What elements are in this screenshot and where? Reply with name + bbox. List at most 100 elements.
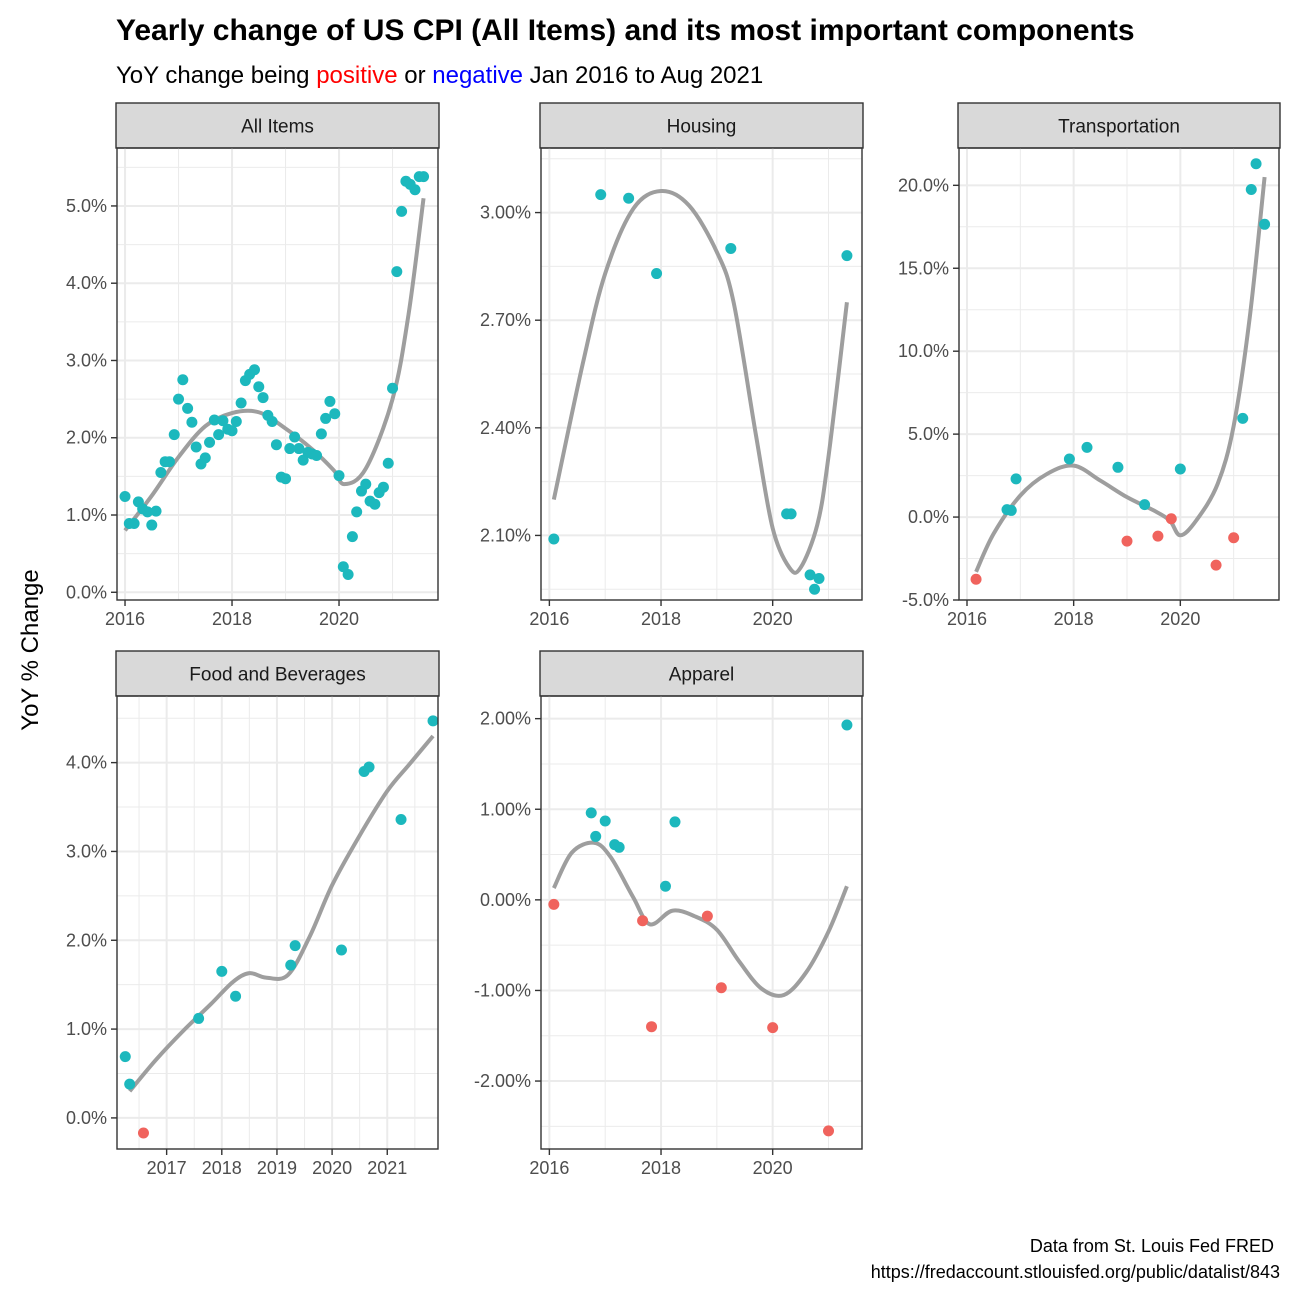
y-tick-label: 2.70% (480, 310, 531, 330)
data-point (199, 452, 211, 464)
subtitle-prefix: YoY change being (116, 62, 316, 89)
data-point (230, 416, 242, 428)
facet-panel: All Items 2016 2018 2020 0.0% 1.0% 2.0% 3.0% 4.0… (66, 102, 440, 629)
data-point (270, 439, 282, 451)
data-point (1165, 513, 1177, 525)
data-point (1210, 559, 1222, 571)
data-point (548, 533, 560, 545)
data-point (1121, 535, 1133, 547)
data-point (369, 498, 381, 510)
chart-subtitle: YoY change being positive or negative Ja… (116, 62, 763, 89)
data-point (182, 402, 194, 414)
data-point (391, 266, 403, 278)
data-point (230, 990, 242, 1002)
data-point (623, 192, 635, 204)
data-points (548, 719, 853, 1137)
y-tick-label: 3.0% (66, 841, 107, 861)
facet-strip-label: Transportation (1058, 117, 1180, 138)
y-tick-label: 5.0% (908, 424, 949, 444)
data-point (1112, 461, 1124, 473)
data-point (785, 508, 797, 520)
subtitle-middle: or (398, 62, 433, 89)
data-point (1250, 158, 1262, 170)
data-point (599, 815, 611, 827)
panel-border (540, 695, 863, 1150)
x-tick-label: 2020 (312, 1158, 352, 1178)
x-tick-label: 2019 (257, 1158, 297, 1178)
data-points (548, 189, 853, 595)
data-point (767, 1022, 779, 1034)
data-points (119, 171, 430, 581)
data-point (150, 505, 162, 517)
data-point (173, 393, 185, 405)
data-point (342, 569, 354, 581)
y-tick-label: 2.0% (66, 428, 107, 448)
y-tick-label: -5.0% (902, 590, 949, 610)
facet-strip-label: Food and Beverages (189, 665, 365, 686)
y-tick-label: 2.00% (480, 709, 531, 729)
data-point (320, 412, 332, 424)
y-tick-label: 5.0% (66, 196, 107, 216)
y-tick-label: 0.00% (480, 890, 531, 910)
facet-panel: Apparel 2016 2018 2020 -2.00% -1.00% 0.00% 1.00… (474, 650, 864, 1178)
data-point (124, 1078, 136, 1090)
subtitle-negative-word: negative (432, 62, 523, 89)
caption-url: https://fredaccount.stlouisfed.org/publi… (871, 1262, 1280, 1282)
data-points (119, 715, 439, 1139)
data-point (595, 189, 607, 201)
data-point (669, 816, 681, 828)
y-tick-label: 0.0% (66, 582, 107, 602)
x-tick-label: 2018 (1054, 609, 1094, 629)
smooth-trend-line (974, 176, 1267, 573)
data-point (208, 414, 220, 426)
data-point (280, 473, 292, 485)
data-point (646, 1021, 658, 1033)
y-tick-label: 4.0% (66, 273, 107, 293)
gridlines (541, 696, 862, 1149)
data-point (395, 813, 407, 825)
data-point (841, 250, 853, 262)
data-point (360, 478, 372, 490)
data-point (333, 470, 345, 482)
data-point (1152, 530, 1164, 542)
y-tick-label: 1.0% (66, 505, 107, 525)
data-point (217, 415, 229, 427)
smooth-trend-line (128, 734, 435, 1093)
y-tick-label: 4.0% (66, 753, 107, 773)
y-tick-label: 0.0% (908, 507, 949, 527)
data-point (590, 830, 602, 842)
data-point (1139, 499, 1151, 511)
data-point (216, 965, 228, 977)
facet-panels: All Items 2016 2018 2020 0.0% 1.0% 2.0% 3.0% 4.0… (66, 102, 1281, 1178)
y-tick-label: 3.0% (66, 350, 107, 370)
data-point (285, 959, 297, 971)
facet-strip (957, 102, 1281, 149)
data-point (253, 381, 265, 393)
caption-source: Data from St. Louis Fed FRED (1030, 1236, 1274, 1256)
gridlines (117, 148, 438, 600)
panel-border (958, 147, 1280, 601)
data-point (363, 761, 375, 773)
data-point (329, 408, 341, 420)
x-tick-label: 2016 (529, 1158, 569, 1178)
data-point (213, 429, 225, 441)
y-tick-label: 2.40% (480, 418, 531, 438)
data-point (809, 583, 821, 595)
data-point (177, 374, 189, 386)
x-tick-label: 2017 (147, 1158, 187, 1178)
data-point (324, 395, 336, 407)
data-point (1005, 504, 1017, 516)
facet-strip-label: All Items (241, 117, 314, 138)
x-tick-label: 2020 (319, 609, 359, 629)
data-point (804, 569, 816, 581)
data-point (1237, 412, 1249, 424)
data-point (315, 428, 327, 440)
smooth-trend-line (551, 189, 849, 575)
data-point (418, 171, 430, 183)
data-point (257, 392, 269, 404)
gridlines (959, 148, 1279, 601)
data-point (725, 242, 737, 254)
y-tick-label: 10.0% (898, 341, 949, 361)
data-point (346, 531, 358, 543)
facet-strip (115, 102, 440, 149)
